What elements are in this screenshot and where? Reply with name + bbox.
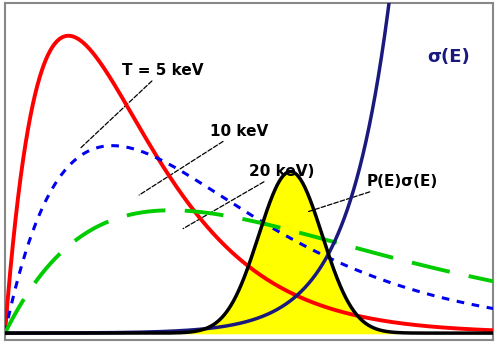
Text: 10 keV: 10 keV — [139, 124, 268, 195]
Text: T = 5 keV: T = 5 keV — [81, 63, 204, 148]
Text: σ(E): σ(E) — [427, 48, 470, 66]
Text: 20 keV): 20 keV) — [183, 164, 314, 229]
Text: P(E)σ(E): P(E)σ(E) — [308, 174, 437, 212]
